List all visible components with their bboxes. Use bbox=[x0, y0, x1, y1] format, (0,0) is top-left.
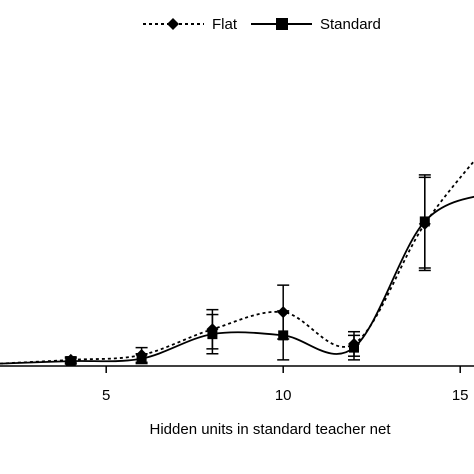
series-standard-point bbox=[419, 216, 430, 227]
legend-flat-marker bbox=[167, 18, 179, 30]
plot-area bbox=[0, 159, 474, 367]
legend-standard-marker bbox=[276, 18, 288, 30]
x-axis-label: Hidden units in standard teacher net bbox=[150, 421, 392, 438]
series-flat-line bbox=[0, 159, 474, 365]
legend: Flat Standard bbox=[143, 16, 381, 33]
series-standard-point bbox=[278, 330, 289, 341]
series-standard-point bbox=[65, 356, 76, 367]
x-tick-label: 10 bbox=[275, 387, 292, 404]
legend-flat-label: Flat bbox=[212, 16, 238, 33]
x-tick-label: 15 bbox=[452, 387, 469, 404]
x-tick-label: 5 bbox=[102, 387, 110, 404]
series-standard-line bbox=[0, 195, 474, 365]
series-standard-point bbox=[207, 329, 218, 340]
series-standard-point bbox=[349, 342, 359, 353]
legend-standard-label: Standard bbox=[320, 16, 381, 33]
series-standard-point bbox=[136, 353, 147, 364]
x-axis-ticks: 5 10 15 bbox=[102, 366, 469, 404]
